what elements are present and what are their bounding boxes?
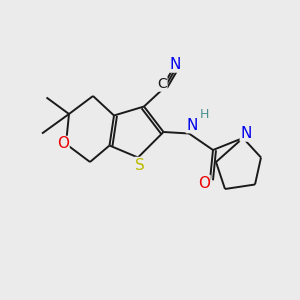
Text: O: O	[57, 136, 69, 152]
Text: N: N	[170, 57, 181, 72]
Text: O: O	[198, 176, 210, 190]
Text: N: N	[240, 126, 252, 141]
Text: N: N	[186, 118, 198, 133]
Text: H: H	[199, 108, 209, 122]
Text: S: S	[135, 158, 144, 172]
Text: C: C	[157, 77, 167, 91]
